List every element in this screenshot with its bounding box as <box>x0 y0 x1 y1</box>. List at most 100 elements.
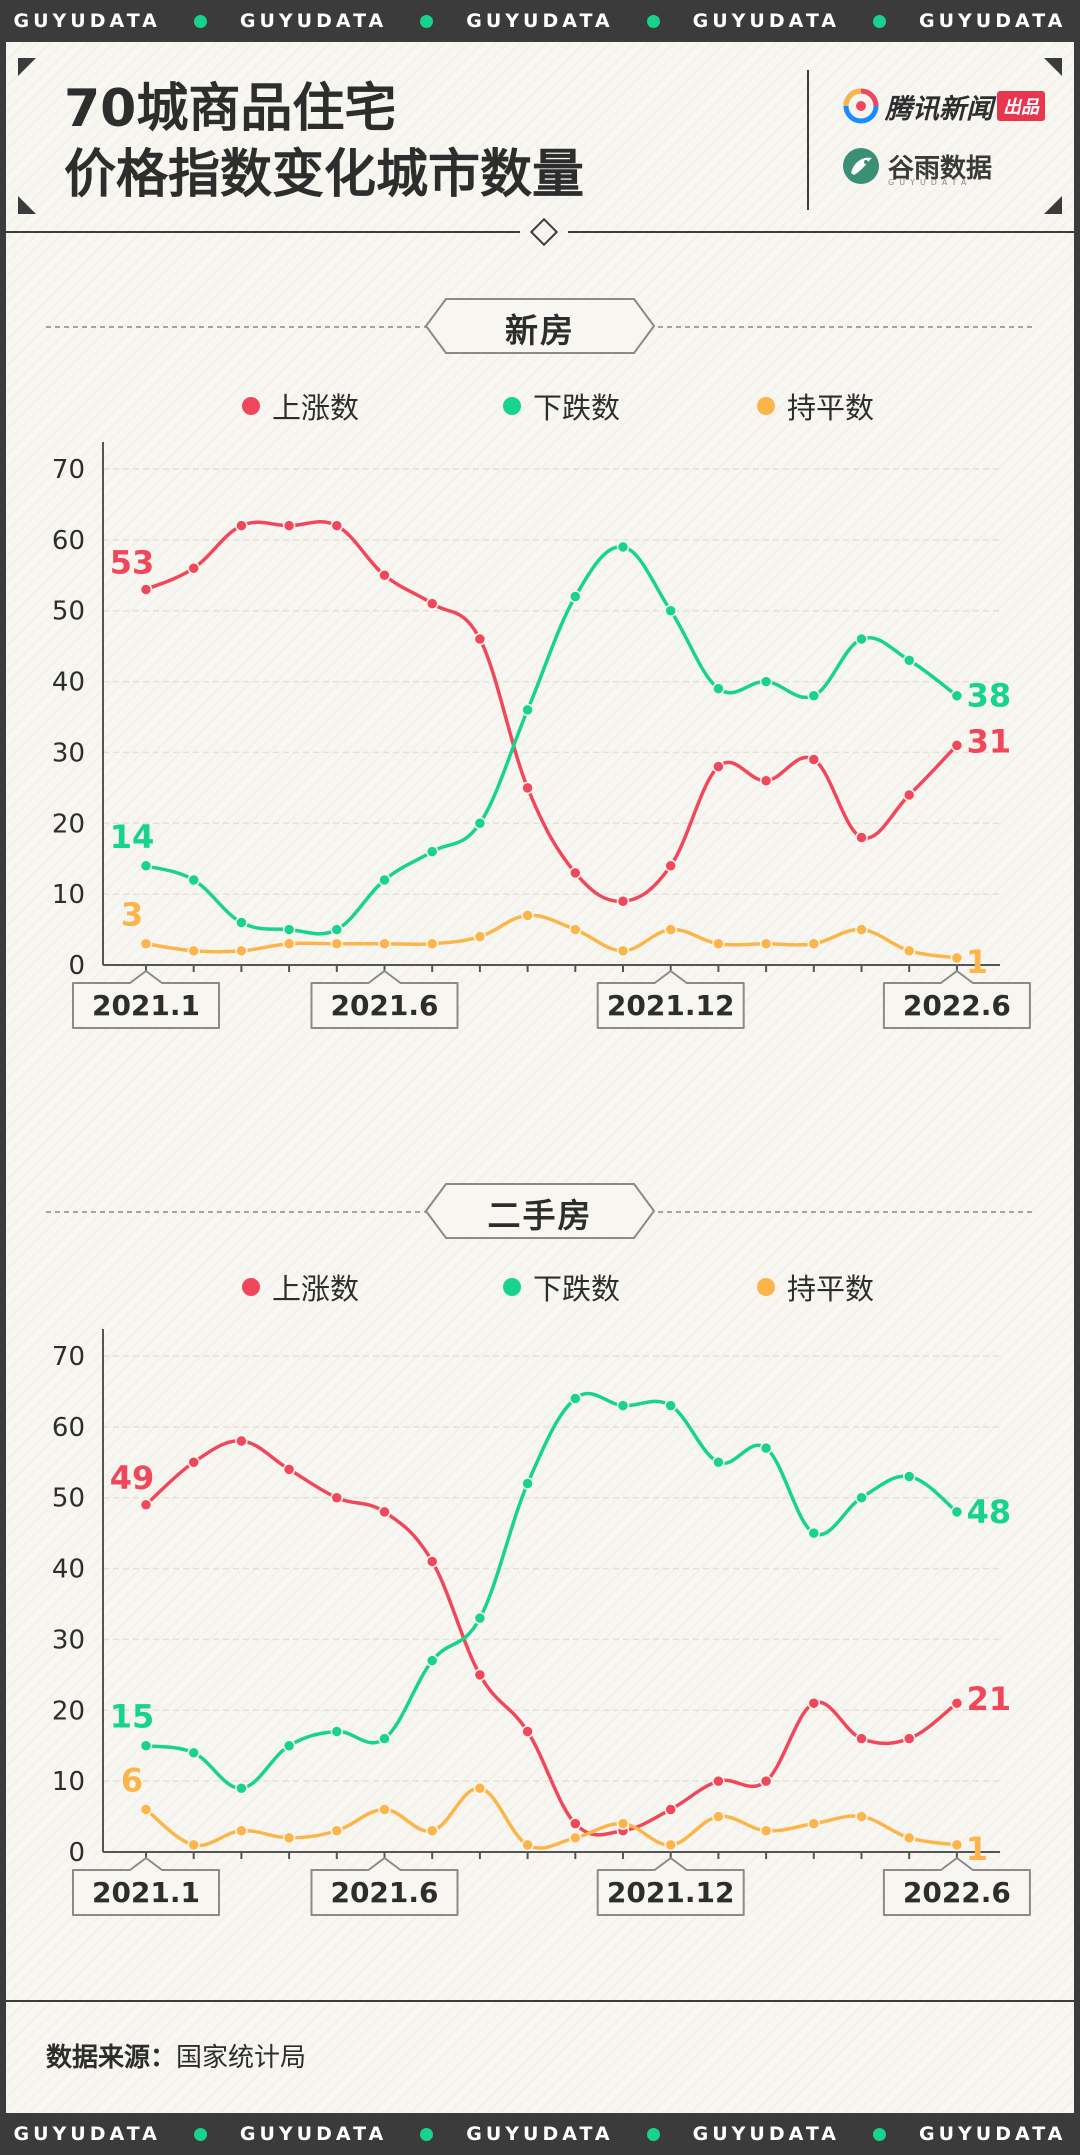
data-point <box>616 944 630 958</box>
section-label-frame <box>424 1183 656 1239</box>
series-line <box>144 520 959 903</box>
ticker-dot-icon <box>420 2127 434 2141</box>
ticker-text: GUYUDATA <box>13 10 161 32</box>
data-point <box>187 1838 200 1852</box>
title-line-2: 价格指数变化城市数量 <box>64 145 585 205</box>
source-value: 国家统计局 <box>176 2043 307 2073</box>
x-tick-label: 2021.6 <box>330 989 438 1022</box>
legend-second-hand: 上涨数 下跌数 持平数 <box>0 1267 1080 1307</box>
data-point <box>235 916 248 929</box>
data-point <box>139 1739 153 1752</box>
data-point <box>235 944 248 958</box>
y-tick-label: 20 <box>52 809 85 839</box>
data-point <box>902 944 916 958</box>
data-point <box>902 1470 916 1483</box>
x-tick-label: 2021.12 <box>607 1876 735 1909</box>
data-point <box>807 1696 821 1710</box>
data-point <box>950 739 964 752</box>
data-point <box>759 1774 773 1788</box>
x-tick-label: 2022.6 <box>903 989 1011 1022</box>
data-point <box>425 1555 439 1568</box>
data-point <box>759 774 773 788</box>
data-point <box>425 845 439 858</box>
y-tick-label: 30 <box>52 738 85 768</box>
data-point <box>330 937 344 950</box>
data-point <box>521 781 534 795</box>
y-tick-label: 70 <box>52 455 85 485</box>
y-tick-label: 0 <box>68 951 85 981</box>
y-tick-label: 40 <box>52 1555 85 1585</box>
y-tick-label: 50 <box>52 597 85 627</box>
legend-label: 下跌数 <box>533 391 621 425</box>
data-point <box>139 583 153 596</box>
data-point <box>759 675 773 688</box>
data-point <box>664 1803 677 1816</box>
series-line <box>144 545 959 936</box>
data-point <box>425 937 439 950</box>
legend-label: 持平数 <box>787 391 875 425</box>
data-point <box>235 1434 248 1448</box>
data-point <box>616 1817 630 1830</box>
data-point <box>521 703 534 717</box>
data-point <box>759 937 773 950</box>
data-point <box>569 590 582 603</box>
x-tick-label-box <box>596 970 745 1029</box>
x-tick-label: 2021.12 <box>607 989 735 1022</box>
x-tick-label: 2022.6 <box>903 1876 1011 1909</box>
chart-new-homes: 0 10 20 30 40 50 60 70 2021.1 2021.6 2021.12 2022.6… <box>52 442 1031 1029</box>
brand-guyu-sub: GUYUDATA <box>888 178 972 187</box>
corner-mark-icon <box>18 196 36 214</box>
data-point <box>902 654 916 667</box>
data-point <box>378 569 391 582</box>
data-point <box>712 937 725 950</box>
x-tick-label-box <box>882 970 1031 1029</box>
x-tick-label: 2021.1 <box>92 1876 200 1909</box>
corner-mark-icon <box>1044 58 1062 76</box>
data-point <box>950 951 964 965</box>
data-point <box>473 817 487 830</box>
data-point <box>855 1491 868 1504</box>
y-tick-label: 40 <box>52 668 85 698</box>
data-point <box>330 519 344 532</box>
x-tick-label: 2021.6 <box>330 1876 438 1909</box>
data-label: 49 <box>110 1459 155 1497</box>
data-point <box>950 1505 964 1519</box>
section-label-frame <box>424 298 656 354</box>
legend-item-up: 上涨数 <box>242 386 359 426</box>
legend-dot-icon <box>503 397 521 415</box>
data-point <box>902 788 916 802</box>
legend-item-down: 下跌数 <box>503 1267 620 1307</box>
brand-guyu-data: 谷雨数据 GUYUDATA <box>842 144 992 188</box>
legend-label: 上涨数 <box>272 391 360 425</box>
y-tick-label: 70 <box>52 1342 85 1372</box>
legend-dot-icon <box>757 1278 775 1296</box>
data-point <box>282 1831 296 1845</box>
data-point <box>282 937 296 950</box>
brand-guyu-name: 谷雨数据 <box>888 153 993 184</box>
data-point <box>378 1803 391 1816</box>
data-source: 数据来源：国家统计局 <box>46 2037 306 2074</box>
legend-item-up: 上涨数 <box>242 1267 359 1307</box>
data-label: 3 <box>121 896 143 934</box>
ticker-text: GUYUDATA <box>466 10 614 32</box>
data-point <box>235 519 248 532</box>
data-point <box>187 1456 200 1469</box>
top-ticker-bar: GUYUDATA GUYUDATA GUYUDATA GUYUDATA GUYU… <box>0 0 1080 42</box>
data-point <box>855 923 868 936</box>
series-line <box>144 1439 959 1837</box>
ticker-dot-icon <box>646 2127 660 2141</box>
data-label: 48 <box>967 1493 1012 1531</box>
ticker-text: GUYUDATA <box>918 2123 1067 2145</box>
data-label: 6 <box>121 1761 143 1799</box>
diamond-icon <box>529 217 559 247</box>
data-point <box>569 1831 582 1845</box>
data-point <box>473 1668 487 1682</box>
data-point <box>807 937 821 950</box>
data-point <box>855 831 868 844</box>
legend-new-homes: 上涨数 下跌数 持平数 <box>0 386 1080 426</box>
data-point <box>139 1803 153 1816</box>
data-point <box>807 1817 821 1830</box>
ticker-text: GUYUDATA <box>13 2123 161 2145</box>
data-point <box>330 1491 344 1504</box>
data-point <box>807 689 821 702</box>
